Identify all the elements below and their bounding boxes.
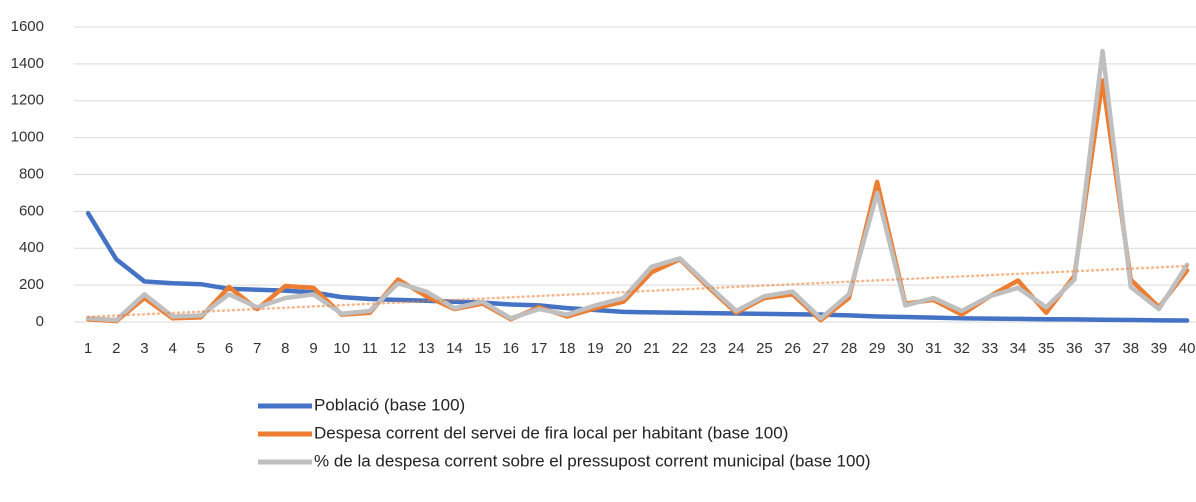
x-tick-label: 33	[982, 340, 999, 357]
y-tick-label: 1200	[11, 92, 44, 109]
y-tick-label: 1000	[11, 129, 44, 146]
x-tick-label: 1	[84, 340, 92, 357]
series-line	[85, 48, 1190, 323]
x-tick-label: 29	[869, 340, 886, 357]
legend: Població (base 100) Despesa corrent del s…	[258, 395, 871, 470]
x-tick-label: 9	[309, 340, 317, 357]
x-tick-label: 34	[1010, 340, 1027, 357]
x-tick-label: 37	[1094, 340, 1111, 357]
y-tick-label: 1600	[11, 18, 44, 35]
x-tick-label: 13	[418, 340, 435, 357]
y-tick-label: 400	[19, 239, 44, 256]
x-tick-label: 38	[1122, 340, 1139, 357]
legend-label: % de la despesa corrent sobre el pressup…	[314, 451, 871, 470]
x-tick-label: 22	[672, 340, 689, 357]
x-tick-label: 16	[502, 340, 519, 357]
x-tick-label: 7	[253, 340, 261, 357]
legend-label: Població (base 100)	[314, 395, 465, 414]
x-tick-label: 15	[474, 340, 491, 357]
y-tick-label: 800	[19, 165, 44, 182]
x-tick-label: 30	[897, 340, 914, 357]
y-tick-label: 200	[19, 276, 44, 293]
x-tick-label: 3	[140, 340, 148, 357]
x-tick-label: 39	[1151, 340, 1168, 357]
x-tick-label: 36	[1066, 340, 1083, 357]
x-tick-label: 24	[728, 340, 745, 357]
x-tick-label: 18	[559, 340, 576, 357]
x-tick-label: 8	[281, 340, 289, 357]
x-tick-label: 4	[168, 340, 176, 357]
x-tick-label: 5	[197, 340, 205, 357]
x-tick-label: 28	[841, 340, 858, 357]
legend-label: Despesa corrent del servei de fira local…	[314, 423, 788, 442]
x-tick-label: 6	[225, 340, 233, 357]
x-tick-label: 26	[784, 340, 801, 357]
x-tick-label: 17	[531, 340, 548, 357]
trendline	[86, 264, 1189, 319]
x-tick-label: 10	[333, 340, 350, 357]
x-tick-label: 21	[643, 340, 660, 357]
x-tick-label: 19	[587, 340, 604, 357]
x-tick-label: 20	[615, 340, 632, 357]
x-tick-label: 27	[812, 340, 829, 357]
x-tick-label: 14	[446, 340, 463, 357]
x-tick-label: 35	[1038, 340, 1055, 357]
x-tick-label: 32	[953, 340, 970, 357]
y-tick-label: 0	[36, 313, 44, 330]
x-tick-label: 40	[1179, 340, 1196, 357]
x-tick-label: 12	[390, 340, 407, 357]
x-tick-label: 23	[700, 340, 717, 357]
series-line	[85, 78, 1190, 324]
x-tick-label: 11	[362, 340, 378, 357]
x-tick-label: 2	[112, 340, 120, 357]
y-tick-label: 600	[19, 202, 44, 219]
y-tick-label: 1400	[11, 55, 44, 72]
x-tick-label: 25	[756, 340, 773, 357]
series-line	[85, 210, 1190, 323]
x-tick-label: 31	[925, 340, 942, 357]
